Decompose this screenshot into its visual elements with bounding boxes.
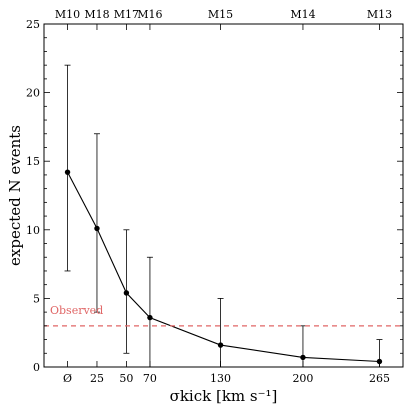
model-label: M18 <box>84 8 109 21</box>
y-tick-label: 20 <box>26 87 40 100</box>
ticks <box>44 23 403 368</box>
y-axis-label: expected N events <box>6 125 24 266</box>
observed-line-group: Observed <box>44 304 403 327</box>
data-point <box>123 290 130 296</box>
x-tick-label: 70 <box>143 372 157 385</box>
axes <box>43 23 404 368</box>
data-points <box>64 169 383 365</box>
labels: 0 5 10 15 20 25 Ø M10 25 M18 50 M17 70 M16 130 M15 200 M1… <box>6 8 392 405</box>
model-label: M15 <box>208 8 233 21</box>
error-bars <box>64 64 383 368</box>
observed-label: Observed <box>50 304 103 317</box>
model-label: M10 <box>55 8 80 21</box>
model-label: M16 <box>137 8 162 21</box>
x-tick-label: 130 <box>210 372 231 385</box>
model-label: M13 <box>367 8 392 21</box>
x-tick-label: 265 <box>369 372 390 385</box>
x-tick-label: 50 <box>119 372 133 385</box>
y-tick-label: 15 <box>26 155 40 168</box>
data-point <box>94 225 100 232</box>
x-tick-label: Ø <box>63 372 72 385</box>
y-tick-label: 25 <box>26 18 40 31</box>
y-tick-label: 10 <box>26 224 40 237</box>
y-tick-label: 0 <box>33 361 40 374</box>
data-point <box>300 354 306 361</box>
series-line <box>67 171 380 363</box>
data-point <box>147 314 153 321</box>
x-tick-label: 200 <box>292 372 313 385</box>
plot-frame <box>43 23 404 368</box>
data-point <box>217 342 224 348</box>
series-line-group <box>67 171 380 363</box>
x-axis-label: σkick [km s⁻¹] <box>170 387 278 405</box>
model-label: M17 <box>114 8 139 21</box>
x-tick-label: 25 <box>90 372 104 385</box>
y-tick-label: 5 <box>33 292 40 305</box>
data-point <box>64 169 71 175</box>
model-label: M14 <box>290 8 315 21</box>
